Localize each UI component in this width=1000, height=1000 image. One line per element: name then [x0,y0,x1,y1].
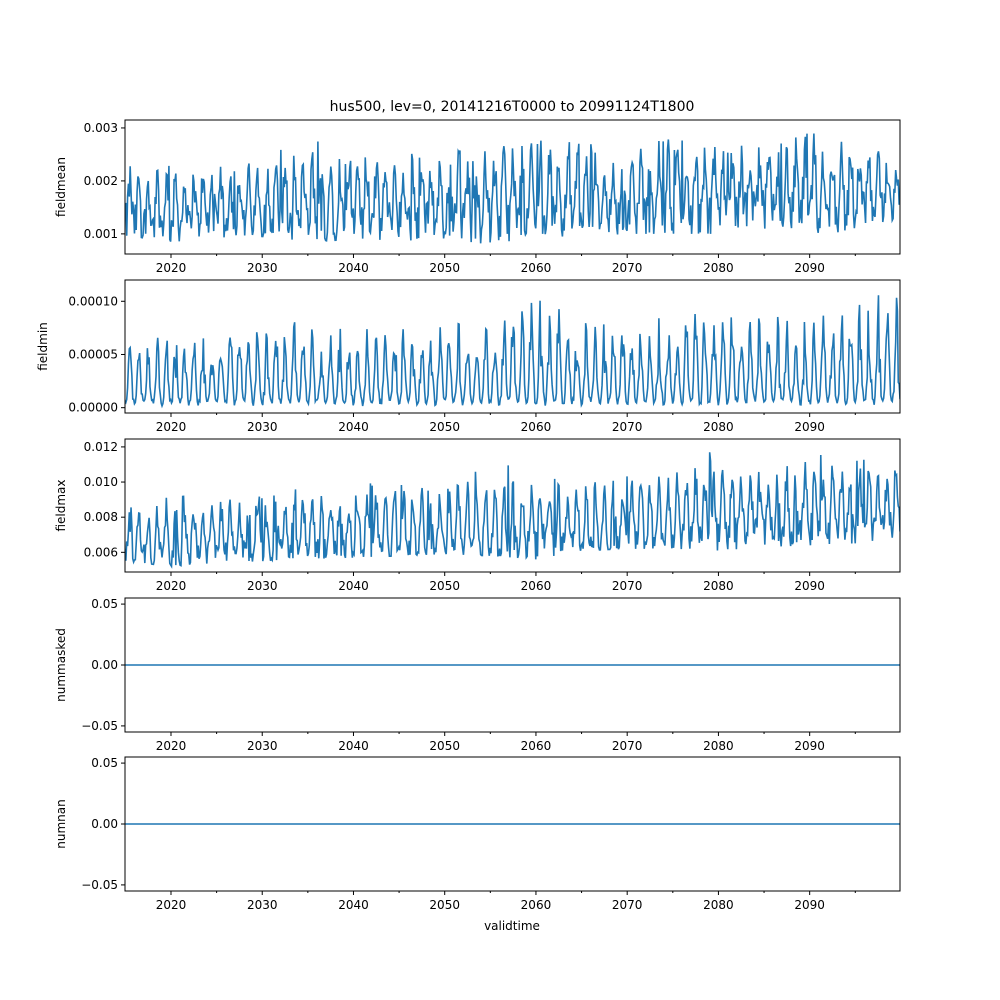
y-axis-label: fieldmin [36,322,50,371]
y-axis-label: fieldmax [54,479,68,531]
y-tick-label: 0.003 [84,121,118,135]
x-tick-label: 2070 [612,898,643,912]
y-axis-label: nummasked [54,628,68,702]
x-tick-label: 2060 [521,739,552,753]
y-axis-label: numnan [54,799,68,848]
x-tick-label: 2050 [429,261,460,275]
y-tick-label: 0.00 [91,658,118,672]
y-axis-label: fieldmean [54,157,68,217]
subplot-fieldmax: 2020 2030 2040 2050 2060 2070 2080 2090 0.006 0.0… [54,438,901,593]
x-tick-label: 2030 [247,898,278,912]
y-tick-label: 0.00000 [68,401,118,415]
x-tick-label: 2060 [521,420,552,434]
x-tick-label: 2080 [703,420,734,434]
x-tick-label: 2080 [703,739,734,753]
x-tick-label: 2050 [429,420,460,434]
y-tick-label: 0.05 [91,597,118,611]
x-tick-label: 2040 [338,261,369,275]
y-tick-label: 0.001 [84,227,118,241]
y-tick-label: 0.00005 [68,347,118,361]
x-tick-label: 2080 [703,898,734,912]
y-tick-label: 0.00010 [68,294,118,308]
x-tick-label: 2020 [156,898,187,912]
y-tick-label: −0.05 [81,878,118,892]
x-tick-label: 2040 [338,420,369,434]
x-tick-label: 2030 [247,739,278,753]
y-tick-label: 0.002 [84,174,118,188]
x-tick-label: 2050 [429,898,460,912]
x-tick-label: 2090 [794,898,825,912]
x-tick-label: 2020 [156,261,187,275]
x-tick-label: 2090 [794,739,825,753]
axes-frame [124,279,901,414]
x-tick-label: 2040 [338,579,369,593]
chart-title: hus500, lev=0, 20141216T0000 to 20991124… [330,99,695,115]
y-tick-label: 0.012 [84,440,118,454]
subplot-fieldmean: 2020 2030 2040 2050 2060 2070 2080 2090 0.001 0.0… [54,119,901,275]
x-tick-label: 2030 [247,420,278,434]
x-tick-label: 2090 [794,420,825,434]
series-line-fieldmin [125,295,900,409]
y-tick-label: −0.05 [81,719,118,733]
x-tick-label: 2020 [156,420,187,434]
x-tick-label: 2050 [429,739,460,753]
x-tick-label: 2070 [612,579,643,593]
x-tick-label: 2070 [612,739,643,753]
x-tick-label: 2080 [703,579,734,593]
x-tick-label: 2020 [156,739,187,753]
subplot-fieldmin: 2020 2030 2040 2050 2060 2070 2080 2090 0.00000 0… [36,279,901,434]
x-tick-label: 2090 [794,261,825,275]
y-tick-label: 0.006 [84,545,118,559]
x-tick-label: 2030 [247,261,278,275]
x-axis-label: validtime [484,919,540,933]
x-tick-label: 2060 [521,898,552,912]
x-tick-label: 2020 [156,579,187,593]
y-tick-label: 0.05 [91,756,118,770]
x-tick-label: 2060 [521,579,552,593]
subplot-numnan: 2020 2030 2040 2050 2060 2070 2080 2090 0.05 0.00… [54,756,901,912]
x-tick-label: 2070 [612,261,643,275]
series-line-fieldmean [125,133,900,244]
x-tick-label: 2070 [612,420,643,434]
axes-frame [124,119,901,255]
series-line-fieldmax [125,452,900,569]
x-tick-label: 2040 [338,898,369,912]
y-tick-label: 0.008 [84,510,118,524]
y-tick-label: 0.00 [91,817,118,831]
x-tick-label: 2050 [429,579,460,593]
y-tick-label: 0.010 [84,475,118,489]
x-tick-label: 2060 [521,261,552,275]
axes-frame [124,438,901,573]
subplot-nummasked: 2020 2030 2040 2050 2060 2070 2080 2090 0.05 0.00… [54,597,901,753]
x-tick-label: 2040 [338,739,369,753]
x-tick-label: 2080 [703,261,734,275]
x-tick-label: 2030 [247,579,278,593]
x-tick-label: 2090 [794,579,825,593]
subplots: 2020 2030 2040 2050 2060 2070 2080 2090 0.001 0.0… [36,119,901,912]
